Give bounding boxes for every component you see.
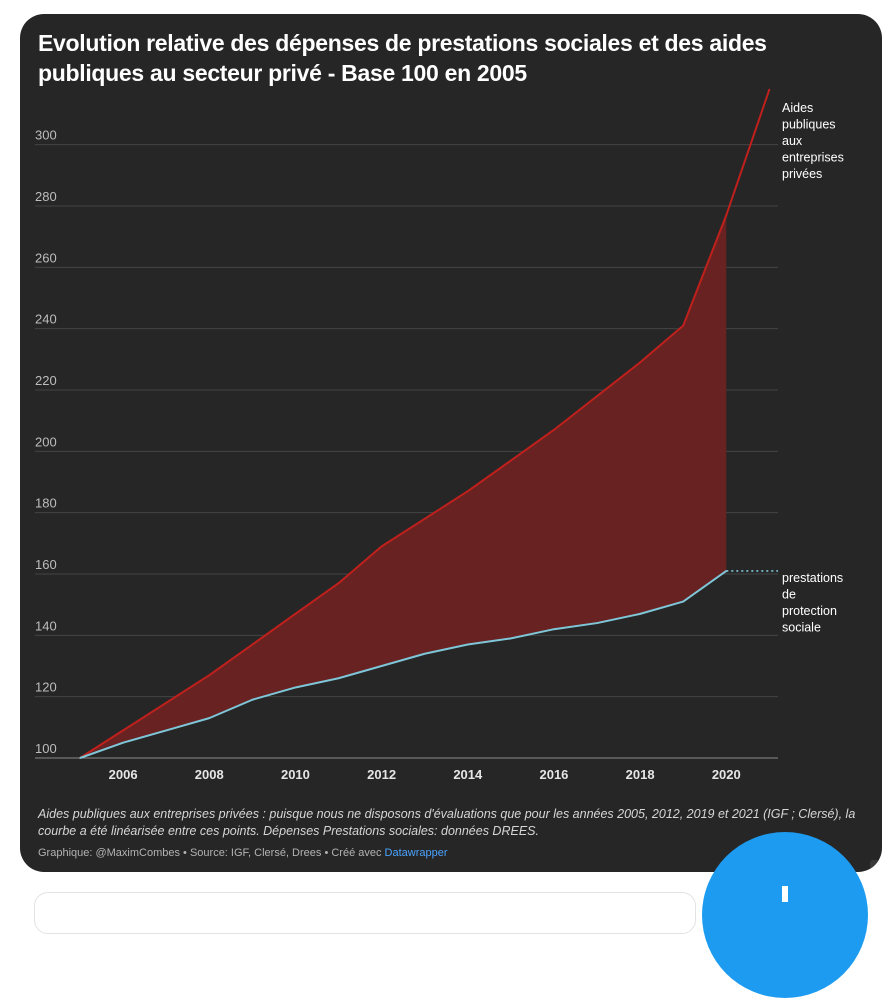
plus-icon xyxy=(782,886,788,902)
datawrapper-link[interactable]: Datawrapper xyxy=(384,847,448,859)
chart-card: Evolution relative des dépenses de prest… xyxy=(20,14,882,872)
data-point-prestations xyxy=(423,652,426,655)
data-point-prestations xyxy=(79,757,81,759)
data-point-prestations xyxy=(466,643,469,646)
data-point-aides xyxy=(294,613,297,615)
y-tick-label: 180 xyxy=(35,496,57,511)
line-chart: 100 120 140 160 180 200 220 240 260 280 300 2006 200… xyxy=(35,88,844,782)
data-point-prestations xyxy=(294,686,297,689)
credit-text: Graphique: @MaximCombes • Source: IGF, C… xyxy=(38,847,385,859)
data-point-prestations xyxy=(337,677,340,680)
x-tick-label: 2018 xyxy=(626,767,655,782)
data-point-prestations xyxy=(165,729,167,732)
data-point-aides xyxy=(423,518,426,520)
series-label-aides: Aides publiques aux entreprises privées xyxy=(782,101,844,181)
x-tick-label: 2016 xyxy=(539,767,568,782)
y-tick-label: 200 xyxy=(35,434,57,449)
data-point-prestations xyxy=(251,698,254,701)
data-point-prestations xyxy=(682,600,685,603)
chart-notes: Aides publiques aux entreprises privées … xyxy=(38,807,856,838)
y-tick-label: 280 xyxy=(35,189,57,204)
data-point-prestations xyxy=(208,717,211,719)
y-tick-label: 140 xyxy=(35,618,57,633)
y-tick-label: 260 xyxy=(35,250,57,265)
chart-title: Evolution relative des dépenses de prest… xyxy=(38,30,767,86)
data-point-aides xyxy=(165,702,167,704)
y-tick-label: 240 xyxy=(35,312,57,327)
x-tick-label: 2012 xyxy=(367,767,396,782)
y-tick-label: 160 xyxy=(35,557,57,572)
x-tick-label: 2010 xyxy=(281,767,310,782)
y-tick-label: 120 xyxy=(35,680,57,695)
data-point-aides xyxy=(380,545,383,548)
expand-icon[interactable]: ⤡ xyxy=(870,860,882,872)
x-tick-label: 2008 xyxy=(195,767,224,782)
y-tick-label: 300 xyxy=(35,128,57,143)
x-tick-label: 2020 xyxy=(712,767,741,782)
y-tick-label: 100 xyxy=(35,741,57,756)
compose-button[interactable] xyxy=(702,832,868,998)
chart-credit: Graphique: @MaximCombes • Source: IGF, C… xyxy=(38,846,738,860)
next-post-card xyxy=(34,892,696,934)
data-point-prestations xyxy=(596,622,598,624)
data-point-prestations xyxy=(380,665,383,667)
data-point-prestations xyxy=(510,637,512,640)
x-tick-label: 2006 xyxy=(109,767,138,782)
data-point-aides xyxy=(510,459,512,462)
y-tick-label: 220 xyxy=(35,373,57,388)
series-label-prestations: prestations de protection sociale xyxy=(782,571,843,635)
data-point-prestations xyxy=(639,613,641,615)
data-point-aides xyxy=(725,214,728,216)
gap-area xyxy=(80,215,727,758)
data-point-aides xyxy=(553,429,555,431)
data-point-aides xyxy=(466,490,469,493)
data-point-prestations xyxy=(122,741,124,744)
data-point-prestations xyxy=(553,628,555,630)
data-point-aides xyxy=(122,729,124,732)
data-point-aides xyxy=(337,582,340,584)
data-point-aides xyxy=(596,395,598,397)
series-line-prestations xyxy=(79,570,727,759)
x-tick-label: 2014 xyxy=(453,767,483,782)
data-point-aides xyxy=(682,324,685,327)
data-point-aides xyxy=(208,674,211,676)
data-point-aides xyxy=(639,361,641,364)
data-point-aides xyxy=(768,88,771,91)
data-point-aides xyxy=(251,643,254,646)
